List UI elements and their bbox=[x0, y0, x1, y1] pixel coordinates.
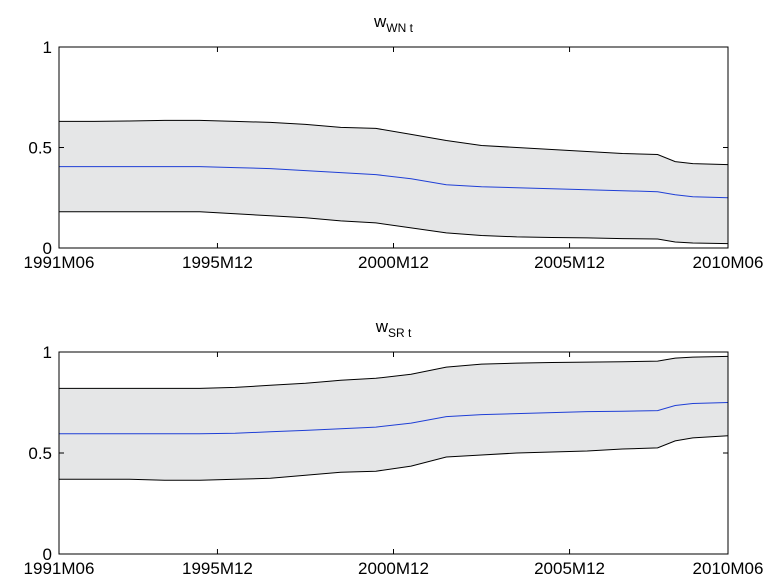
panel-title-main: w bbox=[375, 317, 389, 336]
panel-title-subscript: WN t bbox=[386, 21, 413, 35]
x-tick-label: 1995M12 bbox=[182, 559, 253, 578]
panel-title: wSR t bbox=[375, 317, 412, 340]
lower-bound-line bbox=[59, 435, 729, 481]
y-tick-label: 0.5 bbox=[28, 139, 52, 158]
x-tick-label: 1995M12 bbox=[182, 253, 253, 272]
lower-bound-line bbox=[59, 211, 729, 245]
upper-bound-line bbox=[59, 355, 729, 389]
x-tick-label: 2010M06 bbox=[693, 253, 764, 272]
median-line bbox=[59, 402, 729, 435]
y-tick-label: 0 bbox=[43, 239, 52, 258]
x-tick-label: 2005M12 bbox=[534, 253, 605, 272]
panel-title-main: w bbox=[373, 12, 387, 31]
x-tick-label: 2000M12 bbox=[358, 559, 429, 578]
y-tick-label: 1 bbox=[43, 38, 52, 57]
x-tick-label: 2005M12 bbox=[534, 559, 605, 578]
x-tick-label: 2000M12 bbox=[358, 253, 429, 272]
upper-bound-line bbox=[59, 119, 729, 166]
x-tick-label: 2010M06 bbox=[693, 559, 764, 578]
x-tick-label: 1991M06 bbox=[24, 253, 95, 272]
median-line bbox=[59, 166, 729, 199]
panel-sr: 0 0.5 1 1991M06 1995M12 2000M12 2005M12 2010M06… bbox=[24, 317, 764, 578]
y-tick-label: 0 bbox=[43, 545, 52, 564]
y-tick-label: 0.5 bbox=[28, 444, 52, 463]
x-tick-label: 1991M06 bbox=[24, 559, 95, 578]
y-tick-label: 1 bbox=[43, 343, 52, 362]
panel-title: wWN t bbox=[373, 12, 414, 35]
confidence-band bbox=[59, 356, 728, 481]
panel-title-subscript: SR t bbox=[388, 326, 412, 340]
panel-wn: 0 0.5 1 1991M06 1995M12 2000M12 2005M12 2010M06… bbox=[24, 12, 764, 272]
